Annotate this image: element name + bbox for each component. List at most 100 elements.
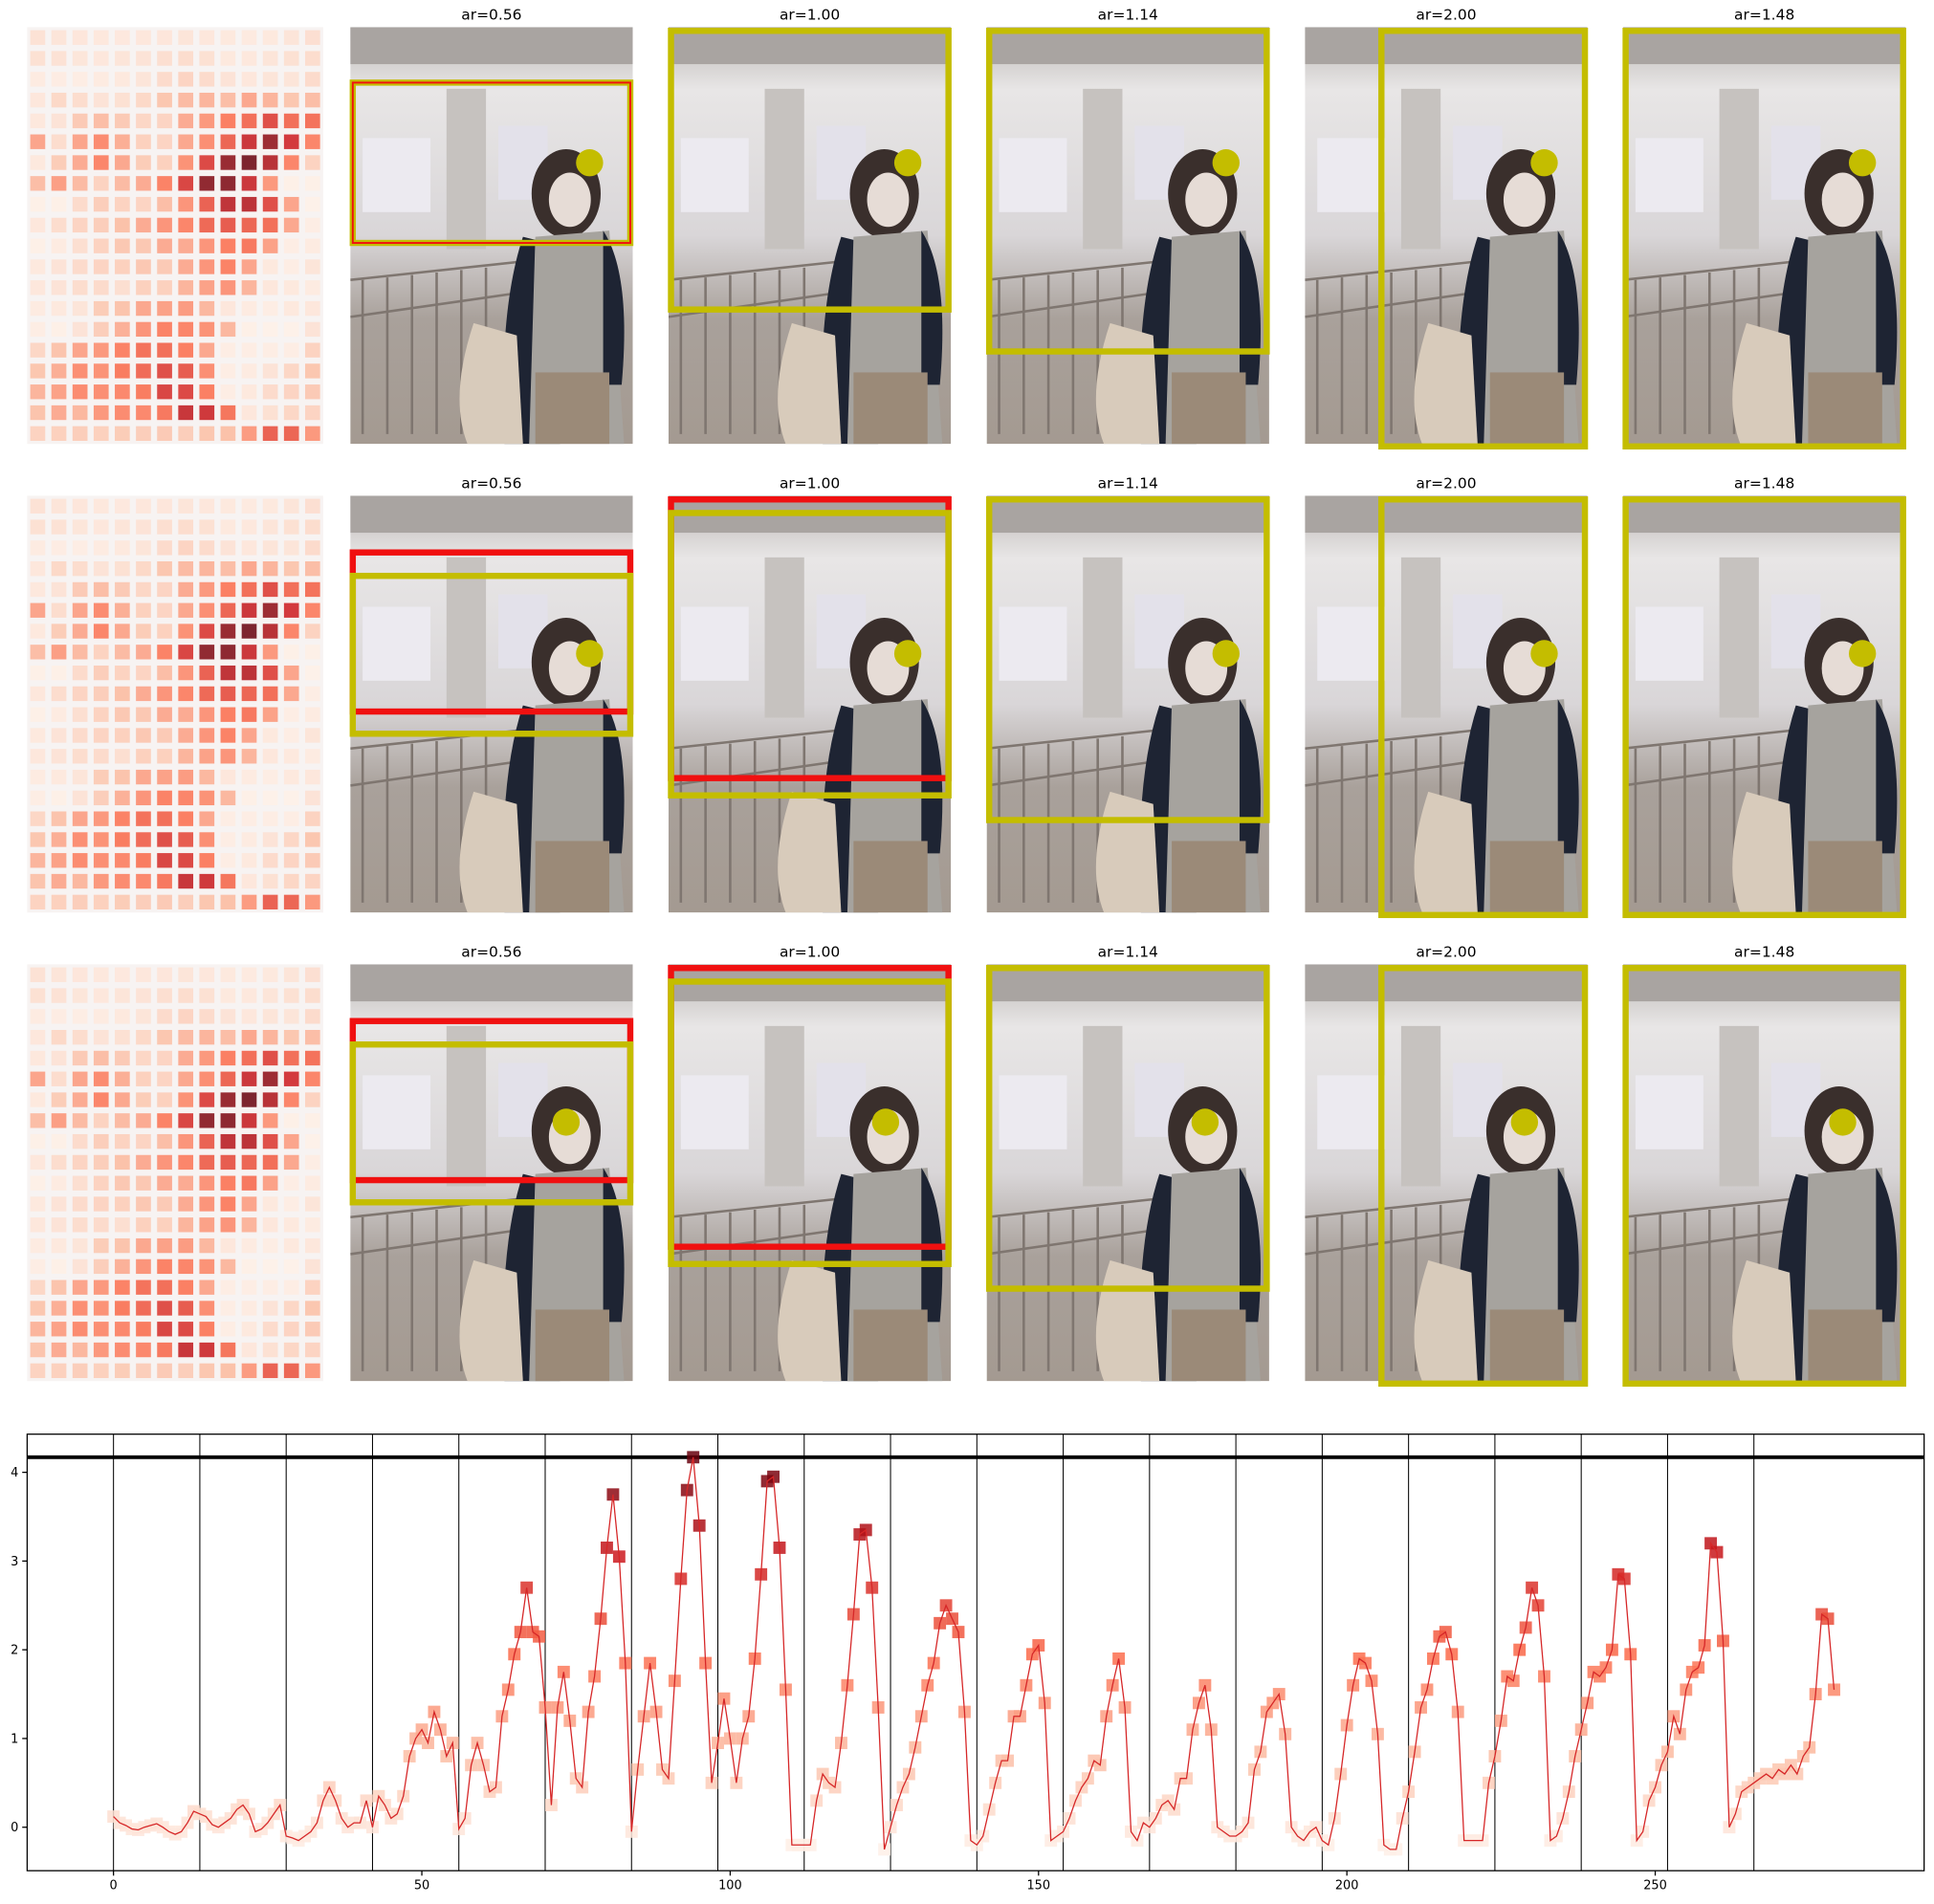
- keypoint: [1530, 640, 1558, 667]
- heatmap-cell: [51, 498, 67, 514]
- heatmap-cell: [51, 1050, 67, 1066]
- heatmap-cell: [115, 217, 130, 233]
- heatmap-cell: [220, 1113, 236, 1128]
- heatmap-cell: [72, 790, 88, 806]
- heatmap-cell: [115, 498, 130, 514]
- heatmap-cell: [51, 321, 67, 338]
- heatmap-cell: [115, 1322, 130, 1337]
- heatmap-cell: [93, 217, 109, 233]
- heatmap-cell: [283, 1071, 299, 1086]
- heatmap-cell: [241, 665, 257, 681]
- heatmap-cell: [241, 728, 257, 743]
- heatmap-cell: [115, 72, 130, 87]
- heatmap-cell: [93, 196, 109, 212]
- heatmap-cell: [241, 134, 257, 149]
- keypoint: [871, 1108, 900, 1136]
- yellow-box: [985, 965, 1270, 1292]
- heatmap-cell: [220, 363, 236, 379]
- heatmap-cell: [115, 196, 130, 212]
- heatmap-cell: [30, 581, 46, 598]
- photo: [1623, 964, 1905, 1381]
- heatmap-cell: [199, 134, 215, 149]
- heatmap-cell: [93, 238, 109, 253]
- heatmap-cell: [283, 624, 299, 639]
- heatmap-cell: [93, 1154, 109, 1171]
- heatmap-cell: [51, 728, 67, 743]
- heatmap-cell: [220, 749, 236, 764]
- heatmap-cell: [178, 405, 194, 421]
- heatmap-cell: [93, 1133, 109, 1149]
- heatmap-cell: [115, 30, 130, 45]
- heatmap-cell: [157, 405, 172, 421]
- heatmap-cell: [199, 540, 215, 556]
- heatmap-cell: [157, 988, 172, 1003]
- heatmap-cell: [93, 519, 109, 535]
- yellow-box: [1378, 965, 1589, 1388]
- heatmap-cell: [283, 1196, 299, 1212]
- heatmap-cell: [220, 832, 236, 847]
- heatmap-cell: [157, 645, 172, 660]
- heatmap-cell: [262, 1301, 278, 1316]
- heatmap-cell: [93, 686, 109, 702]
- heatmap-cell: [283, 519, 299, 535]
- heatmap-cell: [199, 1237, 215, 1254]
- heatmap-cell: [283, 1154, 299, 1171]
- heatmap-cell: [72, 217, 88, 233]
- heatmap-cell: [220, 967, 236, 982]
- heatmap-cell: [304, 363, 320, 379]
- heatmap-cell: [136, 259, 151, 274]
- heatmap-cell: [178, 196, 194, 212]
- heatmap-cell: [304, 749, 320, 764]
- heatmap-cell: [115, 988, 130, 1003]
- heatmap-cell: [304, 1237, 320, 1254]
- heatmap-cell: [136, 1363, 151, 1379]
- heatmap-cell: [304, 196, 320, 212]
- heatmap-cell: [241, 560, 257, 577]
- keypoint: [1212, 149, 1240, 177]
- heatmap-cell: [115, 280, 130, 295]
- heatmap-cell: [93, 769, 109, 785]
- heatmap-cell: [93, 749, 109, 764]
- heatmap-cell: [262, 665, 278, 681]
- heatmap-cell: [51, 519, 67, 535]
- heatmap-cell: [199, 1071, 215, 1086]
- heatmap-cell: [199, 873, 215, 889]
- heatmap-cell: [304, 988, 320, 1003]
- photo: [350, 495, 632, 912]
- heatmap-cell: [51, 259, 67, 274]
- heatmap-cell: [262, 988, 278, 1003]
- heatmap-cell: [262, 1050, 278, 1066]
- heatmap-cell: [220, 728, 236, 743]
- heatmap-cell: [136, 1113, 151, 1128]
- heatmap-cell: [115, 405, 130, 421]
- heatmap-cell: [178, 1175, 194, 1191]
- heatmap-cell: [178, 811, 194, 826]
- heatmap-cell: [157, 832, 172, 847]
- heatmap-cell: [178, 967, 194, 982]
- heatmap-cell: [241, 92, 257, 108]
- heatmap-cell: [220, 873, 236, 889]
- heatmap-cell: [93, 967, 109, 982]
- heatmap-cell: [51, 426, 67, 441]
- heatmap-cell: [304, 1113, 320, 1128]
- yellow-box: [985, 496, 1270, 823]
- heatmap-cell: [178, 134, 194, 149]
- heatmap-cell: [51, 1133, 67, 1149]
- heatmap-cell: [157, 280, 172, 295]
- heatmap-cell: [72, 560, 88, 577]
- heatmap-cell: [115, 686, 130, 702]
- yellow-box: [1378, 28, 1589, 450]
- heatmap-cell: [199, 113, 215, 129]
- heatmap-cell: [157, 1363, 172, 1379]
- heatmap-cell: [241, 238, 257, 253]
- heatmap-cell: [283, 280, 299, 295]
- heatmap-cell: [30, 134, 46, 149]
- heatmap-cell: [72, 967, 88, 982]
- heatmap-cell: [178, 1071, 194, 1086]
- heatmap-cell: [30, 560, 46, 577]
- heatmap-cell: [220, 134, 236, 149]
- heatmap-cell: [283, 134, 299, 149]
- heatmap-cell: [115, 300, 130, 317]
- heatmap-cell: [262, 728, 278, 743]
- heatmap-cell: [178, 155, 194, 170]
